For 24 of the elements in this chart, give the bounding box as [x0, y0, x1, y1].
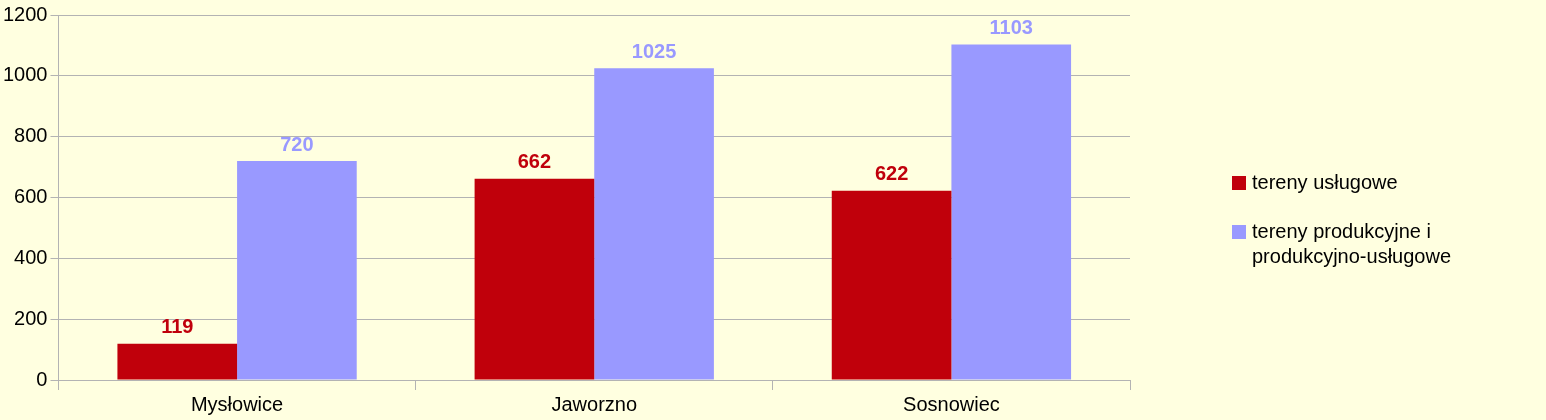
y-tick-label: 1000 — [2, 63, 48, 86]
x-tick-label: Jaworzno — [551, 392, 638, 415]
y-tick-label: 600 — [14, 185, 48, 208]
bar — [831, 190, 952, 380]
legend-label: tereny produkcyjne i produkcyjno-usługowe — [1252, 219, 1452, 269]
data-label: 720 — [280, 132, 314, 155]
y-tick-label: 400 — [14, 245, 48, 268]
data-label: 1103 — [989, 16, 1033, 39]
data-label: 119 — [161, 315, 194, 338]
bar — [474, 178, 595, 380]
bar — [594, 68, 714, 380]
data-label: 622 — [874, 162, 909, 185]
y-tick-label: 800 — [14, 124, 48, 147]
bar — [237, 161, 357, 380]
bar — [117, 343, 238, 380]
y-tick-label: 200 — [14, 306, 48, 329]
y-tick-label: 0 — [36, 367, 48, 390]
bar — [951, 44, 1072, 380]
data-label: 662 — [517, 150, 552, 173]
x-tick-label: Sosnowiec — [903, 392, 1000, 415]
data-label: 1025 — [631, 39, 677, 62]
x-tick-label: Mysłowice — [190, 392, 284, 415]
legend-label: tereny usługowe — [1252, 170, 1398, 195]
y-tick-label: 1200 — [2, 2, 48, 25]
